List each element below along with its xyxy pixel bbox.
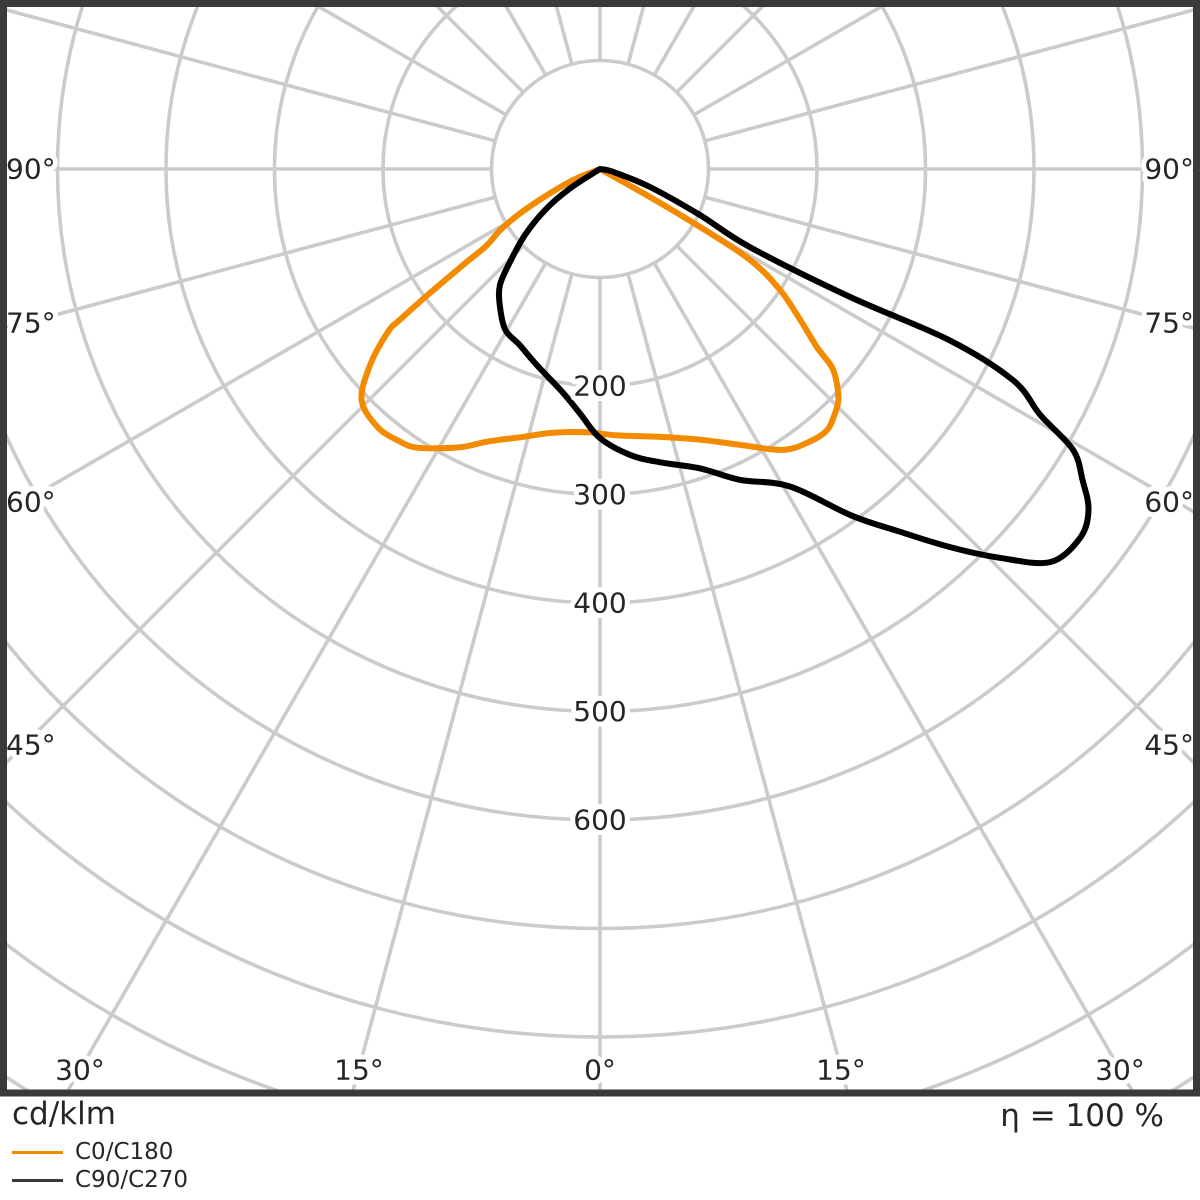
grid-ray bbox=[626, 273, 849, 1090]
angle-label-right: 90° bbox=[1144, 153, 1194, 186]
curve-c90-c270 bbox=[495, 166, 1092, 567]
legend-line-c0c180-icon bbox=[12, 1150, 63, 1154]
angle-label-bottom: 15° bbox=[816, 1054, 866, 1087]
angle-label-right: 75° bbox=[1144, 307, 1194, 340]
efficiency-label: η = 100 % bbox=[1000, 1098, 1164, 1134]
radius-label: 500 bbox=[573, 695, 626, 728]
angle-label-bottom: 30° bbox=[1095, 1054, 1145, 1087]
angle-label-left: 90° bbox=[6, 153, 56, 186]
angle-label-bottom: 15° bbox=[334, 1054, 384, 1087]
legend-item-c0c180: C0/C180 bbox=[12, 1138, 188, 1166]
grid-ray bbox=[704, 8, 1193, 143]
grid-ray bbox=[652, 262, 1134, 1090]
grid-ray bbox=[66, 262, 548, 1090]
angle-label-left: 45° bbox=[6, 729, 56, 762]
axis-labels: 90° 90° 75° 75° 60° 60° 45° 45° 30° 15° 0° 15° 30° 20… bbox=[1, 148, 1199, 1092]
angle-label-left: 60° bbox=[6, 486, 56, 519]
angle-label-left: 75° bbox=[6, 307, 56, 340]
curves bbox=[358, 166, 1092, 567]
grid-ray bbox=[351, 273, 574, 1090]
angle-label-bottom: 30° bbox=[55, 1054, 105, 1087]
radius-label: 200 bbox=[573, 370, 626, 403]
radius-label: 600 bbox=[573, 804, 626, 837]
legend: C0/C180 C90/C270 bbox=[12, 1138, 188, 1194]
radius-label: 300 bbox=[573, 478, 626, 511]
grid-ray bbox=[675, 244, 1193, 765]
legend-line-c90c270-icon bbox=[12, 1178, 63, 1182]
angle-label-right: 45° bbox=[1144, 729, 1194, 762]
grid-ray bbox=[7, 195, 496, 330]
angle-label-right: 60° bbox=[1144, 486, 1194, 519]
unit-label: cd/klm bbox=[12, 1096, 116, 1132]
grid-ray bbox=[7, 8, 496, 143]
grid-ray bbox=[7, 221, 507, 514]
legend-item-c90c270: C90/C270 bbox=[12, 1166, 188, 1194]
legend-label-c90c270: C90/C270 bbox=[75, 1166, 189, 1193]
plot-frame bbox=[0, 0, 1200, 1097]
curve-c0-c180 bbox=[358, 166, 842, 453]
radius-label: 400 bbox=[573, 587, 626, 620]
grid-ray bbox=[693, 221, 1193, 514]
angle-label-bottom: 0° bbox=[584, 1054, 616, 1087]
grid-ray bbox=[7, 244, 525, 765]
grid-ray bbox=[704, 195, 1193, 330]
legend-label-c0c180: C0/C180 bbox=[75, 1138, 174, 1165]
